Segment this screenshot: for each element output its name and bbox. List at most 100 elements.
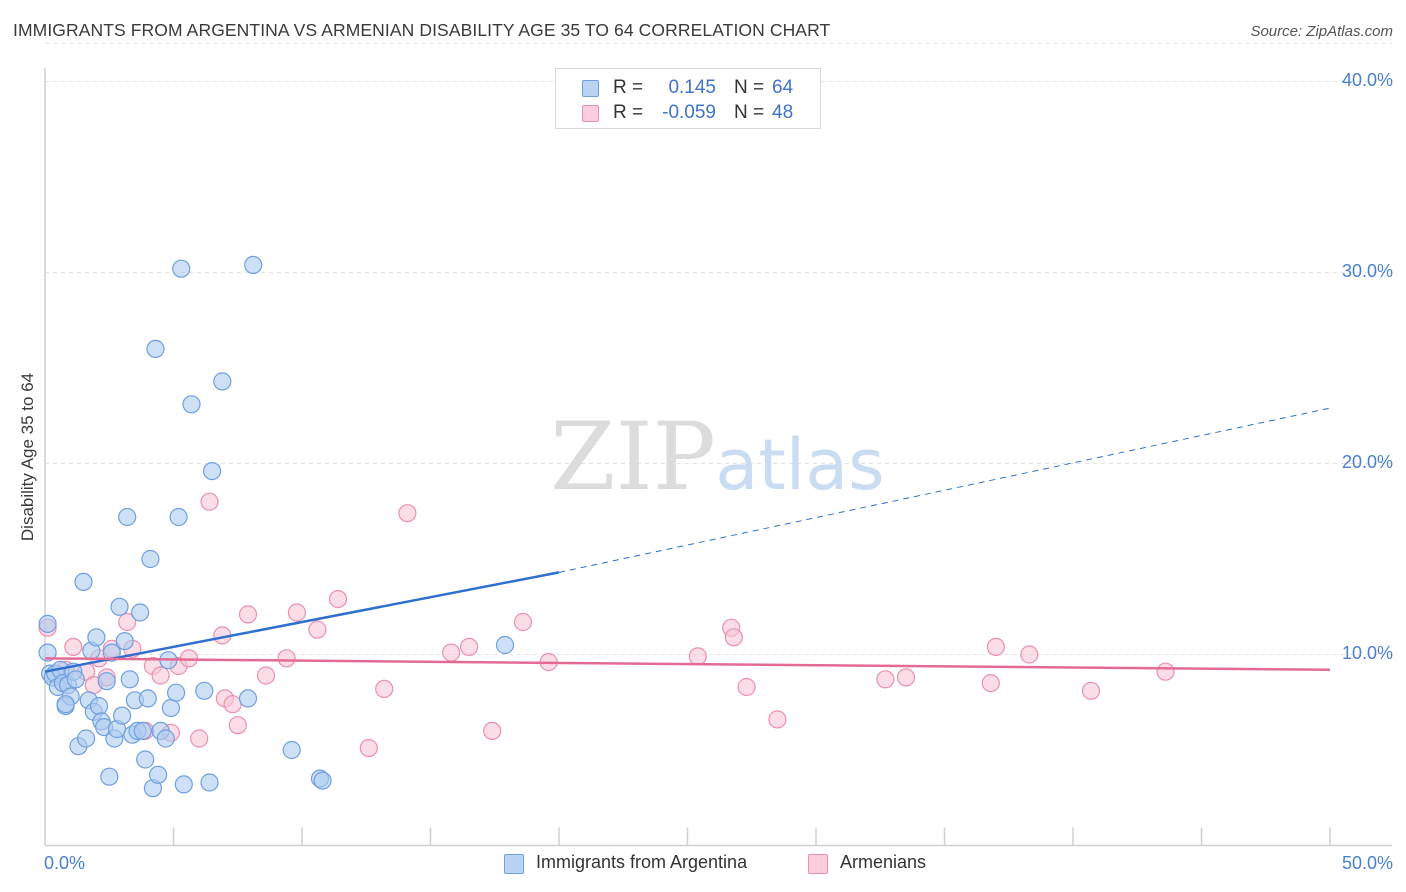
point-armenians (118, 612, 137, 632)
watermark-zip: ZIP (550, 403, 716, 512)
point-argentina (115, 631, 134, 651)
point-armenians (256, 666, 276, 685)
point-armenians (483, 721, 502, 741)
point-argentina (174, 775, 193, 794)
point-argentina (203, 462, 222, 481)
point-argentina (182, 395, 201, 414)
watermark: ZIP atlas (550, 403, 884, 512)
chart-title: IMMIGRANTS FROM ARGENTINA VS ARMENIAN DI… (13, 20, 831, 40)
point-argentina (38, 643, 57, 662)
point-argentina (97, 672, 116, 691)
point-armenians (724, 628, 743, 647)
trend-layer (44, 407, 1331, 673)
y-tick-label: 10.0% (1341, 642, 1393, 663)
series-legend-swatch-armenians (808, 854, 828, 874)
point-armenians (876, 670, 895, 689)
legend-n-value: 48 (772, 102, 794, 123)
point-argentina (38, 614, 57, 634)
legend-r-label: R = (613, 77, 644, 98)
x-tick-label-max: 50.0% (1341, 853, 1393, 873)
point-argentina (56, 695, 75, 714)
point-armenians (179, 649, 198, 668)
legend-r-label: R = (613, 102, 644, 123)
point-argentina (110, 597, 129, 616)
point-armenians (375, 679, 394, 699)
point-armenians (986, 637, 1006, 657)
y-tick-label: 30.0% (1341, 260, 1393, 281)
point-argentina (131, 603, 150, 622)
point-armenians (64, 637, 83, 657)
point-armenians (277, 649, 296, 668)
point-argentina (76, 729, 96, 748)
point-armenians (737, 677, 756, 697)
point-argentina (66, 670, 85, 689)
legend-row-armenians: R = -0.059 N = 48 (556, 102, 820, 126)
point-argentina (282, 740, 301, 760)
point-argentina (138, 689, 157, 708)
series-legend: Immigrants from Argentina Armenians (0, 852, 1406, 878)
point-armenians (238, 605, 258, 624)
legend-r-value: 0.145 (668, 77, 716, 98)
grid-layer (45, 42, 1392, 655)
point-armenians (442, 643, 461, 662)
point-armenians (398, 504, 417, 523)
point-armenians (1081, 681, 1101, 700)
watermark-atlas: atlas (715, 424, 884, 506)
legend-n-value: 64 (772, 77, 794, 98)
point-argentina (244, 255, 263, 274)
point-armenians (190, 729, 209, 748)
point-armenians (513, 612, 533, 632)
point-argentina (100, 767, 119, 786)
x-tick-label-min: 0.0% (44, 853, 86, 873)
point-armenians (228, 716, 247, 735)
point-argentina (495, 635, 515, 655)
y-tick-label: 40.0% (1341, 69, 1393, 90)
point-argentina (238, 689, 258, 708)
point-armenians (223, 695, 242, 714)
point-armenians (981, 673, 1000, 693)
point-argentina (89, 696, 109, 716)
point-armenians (460, 637, 479, 657)
point-argentina (195, 681, 214, 700)
point-armenians (151, 666, 170, 685)
point-armenians (688, 647, 707, 666)
correlation-legend: R = 0.145 N = 64 R = -0.059 N = 48 (555, 68, 821, 129)
point-armenians (308, 620, 327, 639)
legend-row-argentina: R = 0.145 N = 64 (556, 77, 820, 101)
legend-r-value: -0.059 (662, 102, 716, 123)
point-armenians (287, 603, 306, 622)
point-argentina (146, 339, 165, 358)
point-argentina (74, 572, 93, 592)
point-argentina (169, 507, 188, 527)
y-tick-label: 20.0% (1341, 451, 1393, 472)
point-argentina (200, 773, 219, 792)
point-argentina (172, 259, 191, 278)
trendline-argentina (44, 571, 560, 673)
point-argentina (213, 372, 232, 391)
point-argentina (87, 628, 106, 647)
point-armenians (328, 589, 348, 609)
axis-layer (44, 68, 1392, 847)
point-argentina (120, 670, 139, 689)
point-argentina (141, 549, 160, 569)
point-argentina (167, 683, 186, 702)
point-armenians (768, 710, 787, 729)
series-legend-swatch-argentina (504, 854, 524, 874)
legend-n-label: N = (734, 77, 765, 98)
legend-swatch-blue (582, 80, 599, 97)
point-argentina (161, 698, 180, 718)
point-argentina (313, 771, 332, 790)
point-argentina (149, 765, 168, 784)
point-armenians (200, 492, 219, 511)
point-argentina (118, 507, 137, 527)
point-armenians (1020, 645, 1039, 664)
legend-swatch-pink (582, 105, 599, 122)
point-argentina (133, 721, 152, 741)
points-layer (38, 255, 1175, 798)
chart-source: Source: ZipAtlas.com (1250, 23, 1393, 40)
point-argentina (156, 729, 175, 748)
point-armenians (359, 738, 378, 758)
trendline-armenians (44, 657, 1331, 672)
point-armenians (1156, 662, 1175, 681)
